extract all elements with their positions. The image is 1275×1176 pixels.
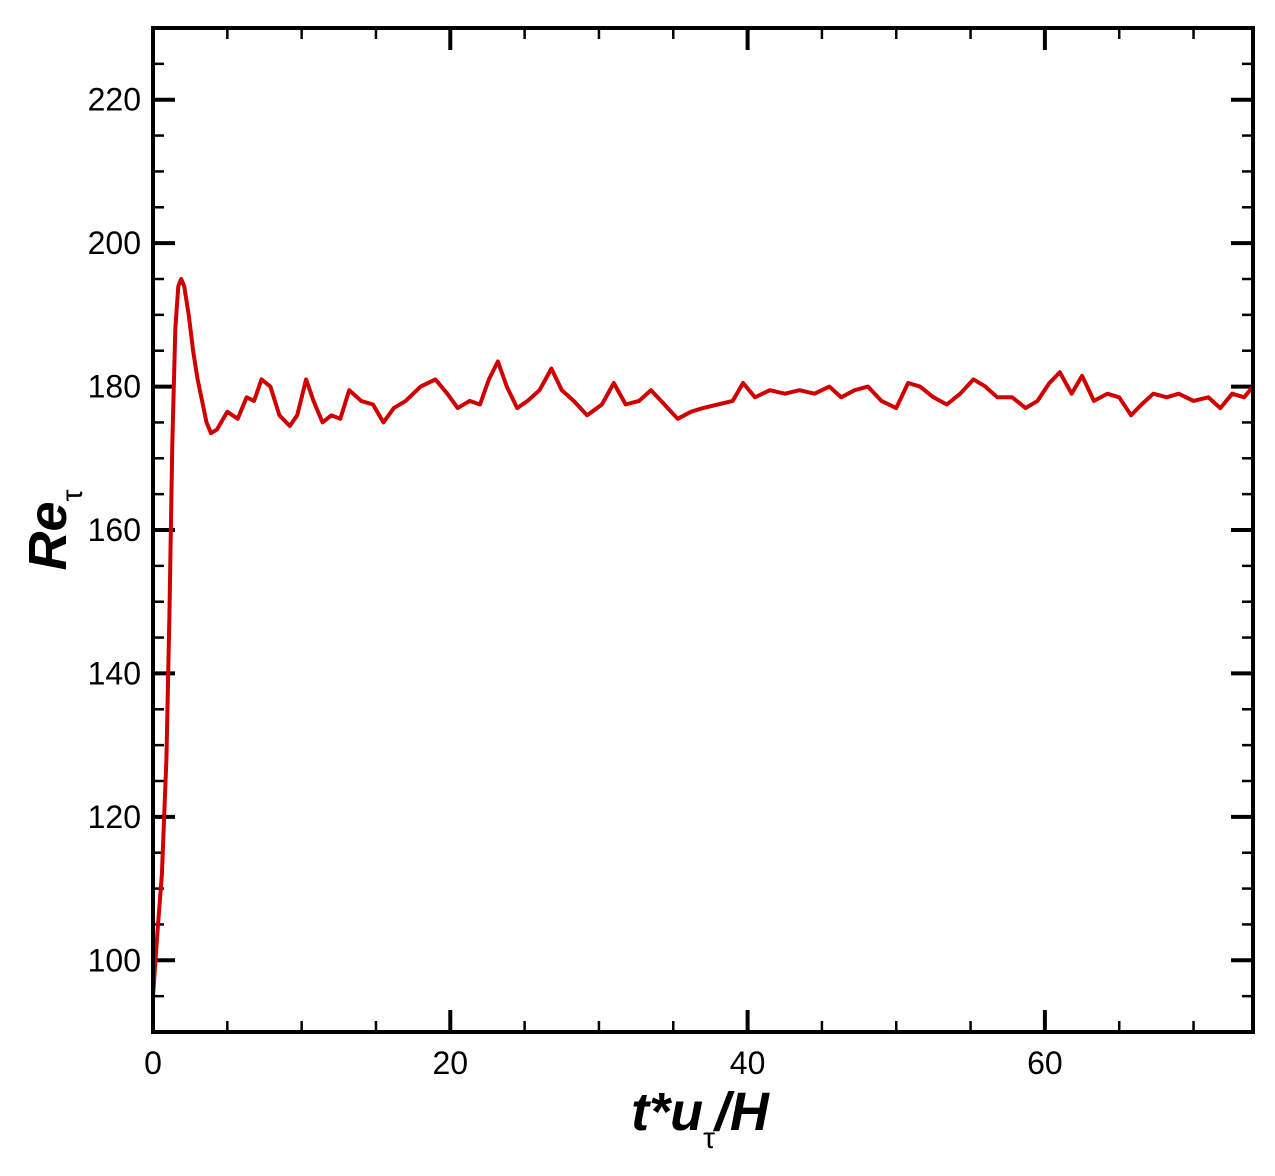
y-axis-title-main: Re — [18, 501, 78, 570]
x-axis-title: t*uτ/H — [631, 1082, 770, 1155]
y-tick-label: 200 — [88, 225, 141, 261]
y-tick-label: 120 — [88, 799, 141, 835]
x-axis-title-sub: τ — [703, 1122, 715, 1155]
x-axis-title-main: t*u — [631, 1082, 703, 1142]
plot-frame — [151, 26, 1255, 1034]
y-tick-label: 220 — [88, 82, 141, 118]
x-tick-label: 20 — [433, 1045, 469, 1081]
y-axis-title-sub: τ — [56, 489, 89, 501]
y-tick-label: 180 — [88, 369, 141, 405]
x-axis-title-end: /H — [713, 1082, 770, 1142]
y-tick-label: 160 — [88, 512, 141, 548]
y-tick-label: 140 — [88, 655, 141, 691]
data-line — [153, 277, 1253, 997]
y-axis-title: Reτ — [18, 489, 89, 570]
x-tick-label: 40 — [730, 1045, 766, 1081]
y-tick-label: 100 — [88, 942, 141, 978]
x-tick-label: 60 — [1027, 1045, 1063, 1081]
x-tick-label: 0 — [144, 1045, 162, 1081]
